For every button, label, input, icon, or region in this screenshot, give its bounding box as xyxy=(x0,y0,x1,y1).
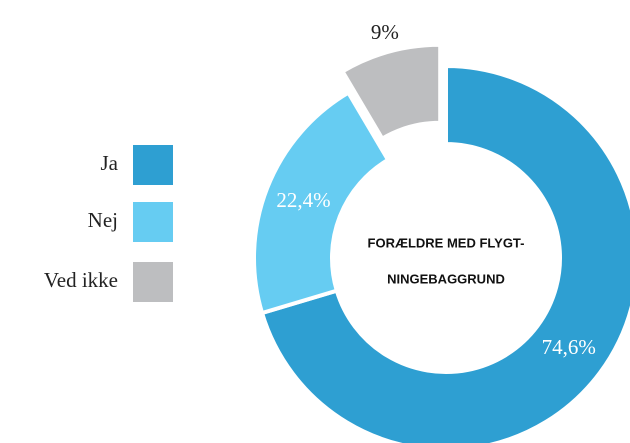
donut-slice xyxy=(339,42,443,142)
donut-slice xyxy=(252,89,391,316)
center-label: FORÆLDRE MED FLYGT- xyxy=(368,235,525,250)
legend-swatch xyxy=(133,202,173,242)
legend-label: Ved ikke xyxy=(44,268,118,292)
legend-label: Nej xyxy=(88,208,118,232)
value-label: 22,4% xyxy=(276,188,330,212)
value-label: 9% xyxy=(371,20,399,44)
legend-label: Ja xyxy=(101,151,119,175)
legend-swatch xyxy=(133,262,173,302)
donut-slice xyxy=(259,63,630,443)
legend-swatch xyxy=(133,145,173,185)
center-label: NINGEBAGGRUND xyxy=(387,271,505,286)
value-label: 74,6% xyxy=(542,335,596,359)
